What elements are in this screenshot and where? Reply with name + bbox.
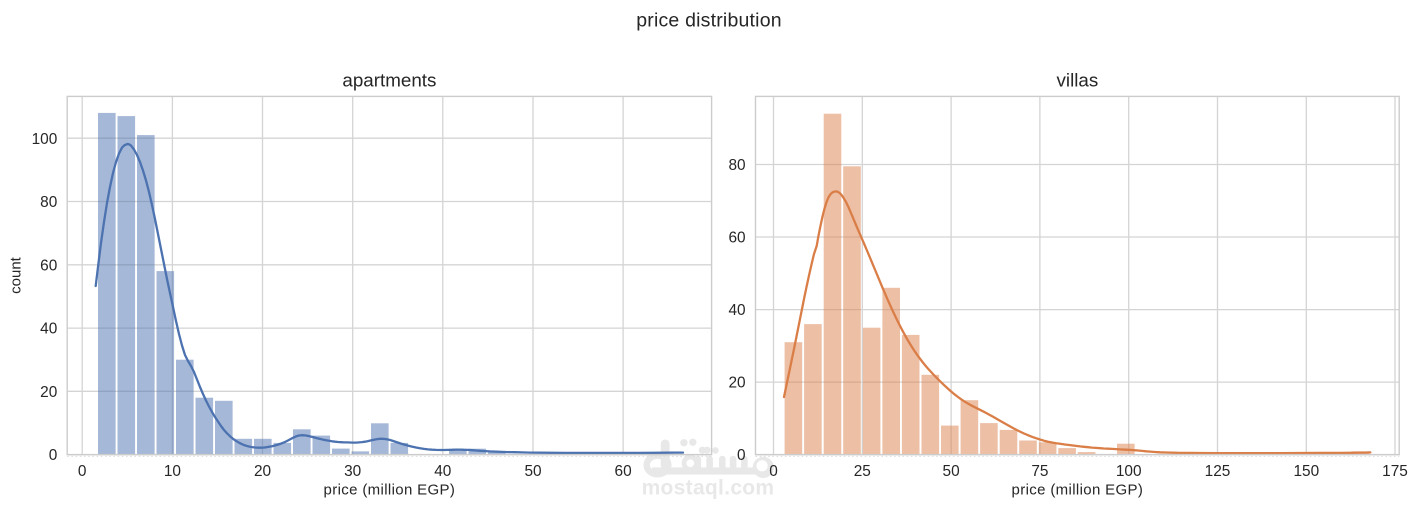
svg-text:0: 0 <box>769 463 778 480</box>
svg-text:60: 60 <box>728 230 745 247</box>
svg-text:villas: villas <box>1057 69 1099 90</box>
svg-text:0: 0 <box>78 463 87 480</box>
svg-text:40: 40 <box>434 463 451 480</box>
svg-text:100: 100 <box>32 131 58 148</box>
svg-text:175: 175 <box>1382 463 1408 480</box>
svg-text:80: 80 <box>728 157 745 174</box>
svg-text:mostaql.com: mostaql.com <box>642 477 775 500</box>
svg-text:125: 125 <box>1205 463 1231 480</box>
svg-text:60: 60 <box>40 257 57 274</box>
svg-text:count: count <box>8 256 25 294</box>
svg-text:75: 75 <box>1031 463 1048 480</box>
svg-text:20: 20 <box>40 384 57 401</box>
svg-text:0: 0 <box>49 447 58 464</box>
svg-text:price (million EGP): price (million EGP) <box>1012 481 1144 498</box>
svg-text:price distribution: price distribution <box>636 10 782 32</box>
svg-text:80: 80 <box>40 194 57 211</box>
svg-text:apartments: apartments <box>342 69 436 90</box>
svg-text:20: 20 <box>728 375 745 392</box>
svg-text:100: 100 <box>1116 463 1142 480</box>
svg-text:20: 20 <box>254 463 271 480</box>
svg-text:50: 50 <box>524 463 541 480</box>
svg-text:0: 0 <box>737 447 746 464</box>
svg-text:40: 40 <box>728 302 745 319</box>
svg-text:25: 25 <box>854 463 871 480</box>
svg-text:40: 40 <box>40 321 57 338</box>
svg-text:50: 50 <box>943 463 960 480</box>
svg-text:price (million EGP): price (million EGP) <box>324 481 456 498</box>
svg-text:150: 150 <box>1293 463 1319 480</box>
svg-text:60: 60 <box>615 463 632 480</box>
svg-text:10: 10 <box>164 463 181 480</box>
svg-text:30: 30 <box>344 463 361 480</box>
